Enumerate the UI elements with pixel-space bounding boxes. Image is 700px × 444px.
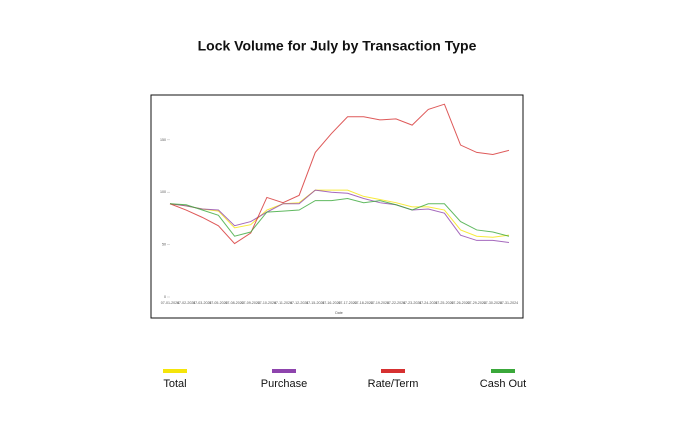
legend-swatch: [272, 369, 296, 373]
legend-swatch: [381, 369, 405, 373]
x-tick-label: 07-22-2024: [387, 301, 405, 305]
x-tick-label: 07-03-2024: [193, 301, 211, 305]
x-tick-label: 07-02-2024: [177, 301, 195, 305]
x-tick-label: 07-15-2024: [306, 301, 324, 305]
x-tick-label: 07-12-2024: [290, 301, 308, 305]
y-tick-label: 100: [160, 190, 166, 194]
x-tick-label: 07-31-2024: [500, 301, 518, 305]
x-tick-label: 07-17-2024: [338, 301, 356, 305]
x-tick-label: 07-25-2024: [435, 301, 453, 305]
line-series: [169, 197, 510, 237]
x-tick-label: 07-09-2024: [242, 301, 260, 305]
x-tick-label: 07-01-2024: [161, 301, 179, 305]
x-tick-label: 07-19-2024: [371, 301, 389, 305]
y-tick-label: 150: [160, 138, 166, 142]
x-tick-label: 07-29-2024: [468, 301, 486, 305]
legend-label: Total: [163, 378, 186, 390]
legend-label: Rate/Term: [368, 378, 419, 390]
legend-label: Purchase: [261, 378, 307, 390]
x-tick-label: 07-24-2024: [419, 301, 437, 305]
chart-frame: [150, 94, 524, 319]
x-tick-label: 07-26-2024: [451, 301, 469, 305]
line-series: [169, 103, 510, 245]
x-tick-label: 07-23-2024: [403, 301, 421, 305]
x-tick-label: 07-05-2024: [209, 301, 227, 305]
x-tick-label: 07-10-2024: [258, 301, 276, 305]
x-tick-label: 07-08-2024: [225, 301, 243, 305]
line-series: [169, 189, 510, 238]
x-tick-label: 07-18-2024: [355, 301, 373, 305]
y-tick-label: 0: [164, 295, 166, 299]
chart-title: Lock Volume for July by Transaction Type: [198, 38, 477, 54]
x-tick-label: 07-11-2024: [274, 301, 292, 305]
x-axis-label: Date: [335, 311, 343, 315]
legend-swatch: [163, 369, 187, 373]
legend-label: Cash Out: [480, 378, 526, 390]
y-tick-label: 50: [162, 243, 166, 247]
line-series: [169, 189, 510, 244]
x-tick-label: 07-16-2024: [322, 301, 340, 305]
legend-swatch: [491, 369, 515, 373]
x-tick-label: 07-30-2024: [484, 301, 502, 305]
